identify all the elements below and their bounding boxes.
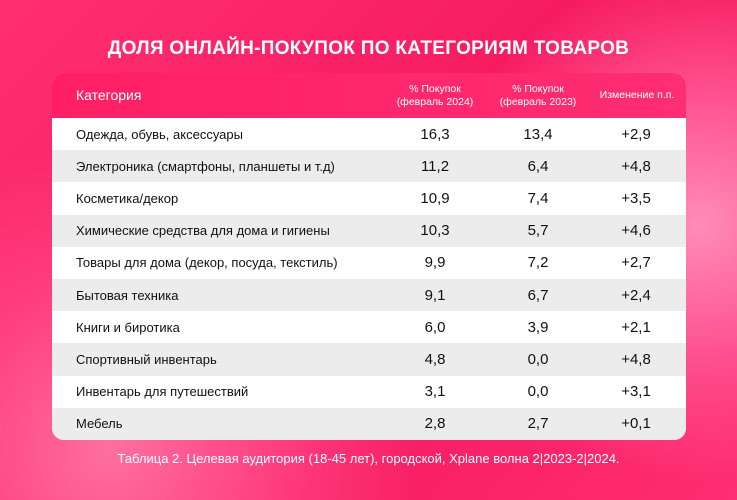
caption: Таблица 2. Целевая аудитория (18-45 лет)… — [117, 451, 620, 466]
table-row: Книги и биротика 6,0 3,9 +2,1 — [52, 311, 686, 343]
cell-value: 4,8 — [424, 350, 446, 368]
table-row: Одежда, обувь, аксессуары 16,3 13,4 +2,9 — [52, 118, 686, 150]
cell-value: +3,1 — [621, 383, 651, 401]
cell-category: Спортивный инвентарь — [76, 351, 217, 367]
cell-value: 16,3 — [420, 125, 450, 143]
cell-category: Инвентарь для путешествий — [76, 384, 249, 400]
cell-value: 3,1 — [424, 383, 446, 401]
cell-category: Косметика/декор — [76, 190, 179, 206]
table-row: Мебель 2,8 2,7 +0,1 — [52, 407, 686, 440]
cell-value: 10,3 — [420, 222, 450, 240]
column-header: % Покупок (февраль 2023) — [499, 82, 577, 108]
cell-value: 2,8 — [424, 415, 446, 433]
cell-value: 10,9 — [420, 189, 450, 207]
cell-value: 5,7 — [527, 222, 549, 240]
cell-category: Химические средства для дома и гигиены — [76, 223, 330, 239]
table-row: Электроника (смартфоны, планшеты и т.д) 1… — [52, 150, 686, 183]
cell-value: 7,4 — [527, 189, 549, 207]
cell-value: 2,7 — [527, 415, 549, 433]
cell-value: 3,9 — [527, 318, 549, 336]
cell-value: 9,1 — [424, 286, 446, 304]
table-header: Категория % Покупок (февраль 2024) % Покуп… — [52, 73, 686, 118]
table: Категория % Покупок (февраль 2024) % Покуп… — [52, 73, 686, 440]
cell-value: 6,4 — [527, 157, 549, 175]
cell-value: 7,2 — [527, 254, 549, 272]
cell-value: 0,0 — [527, 350, 549, 368]
table-row: Химические средства для дома и гигиены 10… — [52, 214, 686, 247]
cell-value: +4,8 — [621, 350, 651, 368]
cell-value: +0,1 — [621, 415, 651, 433]
table-row: Косметика/декор 10,9 7,4 +3,5 — [52, 182, 686, 214]
cell-value: 9,9 — [424, 254, 446, 272]
cell-value: +2,7 — [621, 254, 651, 272]
cell-value: +4,6 — [621, 222, 651, 240]
cell-value: +2,9 — [621, 125, 651, 143]
cell-value: +3,5 — [621, 189, 651, 207]
cell-value: 6,0 — [424, 318, 446, 336]
column-header: % Покупок (февраль 2024) — [396, 82, 474, 108]
cell-value: +2,4 — [621, 286, 651, 304]
column-header: Изменение п.п. — [599, 89, 675, 101]
cell-category: Одежда, обувь, аксессуары — [76, 126, 243, 142]
cell-category: Книги и биротика — [76, 319, 180, 335]
cell-value: 6,7 — [527, 286, 549, 304]
cell-category: Мебель — [76, 416, 123, 432]
cell-value: 0,0 — [527, 383, 549, 401]
cell-value: +4,8 — [621, 157, 651, 175]
cell-value: +2,1 — [621, 318, 651, 336]
cell-category: Товары для дома (декор, посуда, текстиль… — [76, 255, 338, 271]
cell-category: Электроника (смартфоны, планшеты и т.д) — [76, 158, 335, 174]
cell-value: 11,2 — [420, 157, 450, 175]
column-header: Категория — [76, 87, 142, 103]
cell-value: 13,4 — [523, 125, 553, 143]
table-row: Спортивный инвентарь 4,8 0,0 +4,8 — [52, 343, 686, 376]
table-row: Инвентарь для путешествий 3,1 0,0 +3,1 — [52, 376, 686, 408]
table-row: Бытовая техника 9,1 6,7 +2,4 — [52, 279, 686, 312]
cell-category: Бытовая техника — [76, 287, 179, 303]
table-row: Товары для дома (декор, посуда, текстиль… — [52, 247, 686, 279]
title: ДОЛЯ ОНЛАЙН-ПОКУПОК ПО КАТЕГОРИЯМ ТОВАРО… — [107, 38, 630, 59]
